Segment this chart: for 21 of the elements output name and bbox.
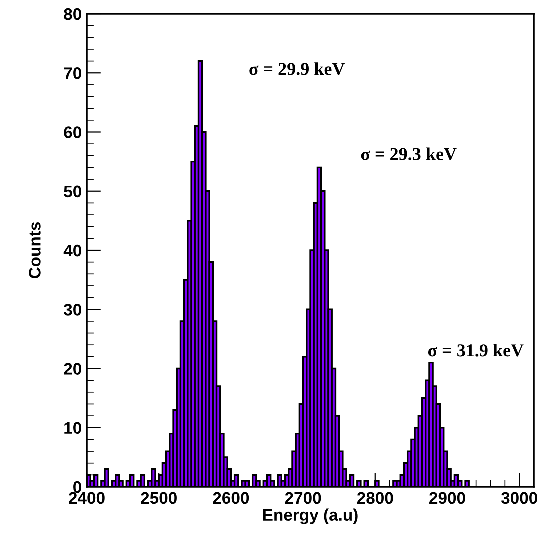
- x-tick-label: 2500: [141, 492, 177, 504]
- y-tick-label: 0: [74, 481, 82, 494]
- x-tick-label: 2600: [213, 492, 250, 504]
- y-tick-label: 10: [64, 422, 82, 434]
- y-tick-label: 60: [64, 126, 82, 138]
- x-tick-label: 3000: [501, 492, 538, 504]
- y-tick-label: 30: [64, 304, 82, 316]
- y-tick-label: 20: [64, 363, 82, 375]
- annotation: σ = 29.9 keV: [250, 62, 346, 76]
- y-tick-label: 50: [64, 186, 82, 198]
- y-tick-label: 70: [64, 68, 82, 80]
- x-tick-label: 2400: [69, 492, 105, 504]
- annotation: σ = 31.9 keV: [428, 344, 524, 357]
- x-axis-title: Energy (a.u): [263, 508, 358, 524]
- y-tick-label: 40: [64, 244, 82, 257]
- y-tick-label: 80: [64, 8, 82, 20]
- x-tick-label: 2700: [285, 492, 322, 504]
- x-tick-label: 2900: [430, 492, 466, 504]
- x-tick-label: 2800: [357, 492, 394, 504]
- annotation: σ = 29.3 keV: [361, 148, 457, 161]
- y-axis-title: Counts: [29, 222, 41, 279]
